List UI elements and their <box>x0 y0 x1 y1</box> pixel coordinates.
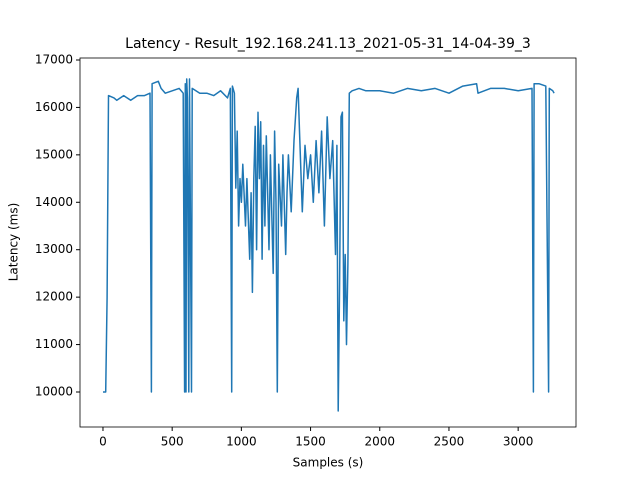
y-tick-label: 14000 <box>35 195 73 209</box>
chart-title: Latency - Result_192.168.241.13_2021-05-… <box>125 36 531 52</box>
x-tick-label: 1500 <box>295 435 326 449</box>
data-line <box>103 78 555 412</box>
y-tick-label: 16000 <box>35 100 73 114</box>
y-axis-label: Latency (ms) <box>7 203 21 282</box>
y-tick-label: 10000 <box>35 384 73 398</box>
y-tick-label: 13000 <box>35 242 73 256</box>
y-tick-label: 11000 <box>35 337 73 351</box>
x-tick-label: 3000 <box>503 435 534 449</box>
x-axis-label: Samples (s) <box>293 456 364 470</box>
x-tick-label: 500 <box>161 435 184 449</box>
x-tick-label: 1000 <box>226 435 257 449</box>
plot-frame <box>79 57 577 428</box>
y-tick-label: 15000 <box>35 147 73 161</box>
x-tick-label: 2500 <box>434 435 465 449</box>
x-tick-label: 0 <box>99 435 107 449</box>
y-tick-label: 17000 <box>35 52 73 66</box>
y-tick-label: 12000 <box>35 290 73 304</box>
x-tick-label: 2000 <box>364 435 395 449</box>
